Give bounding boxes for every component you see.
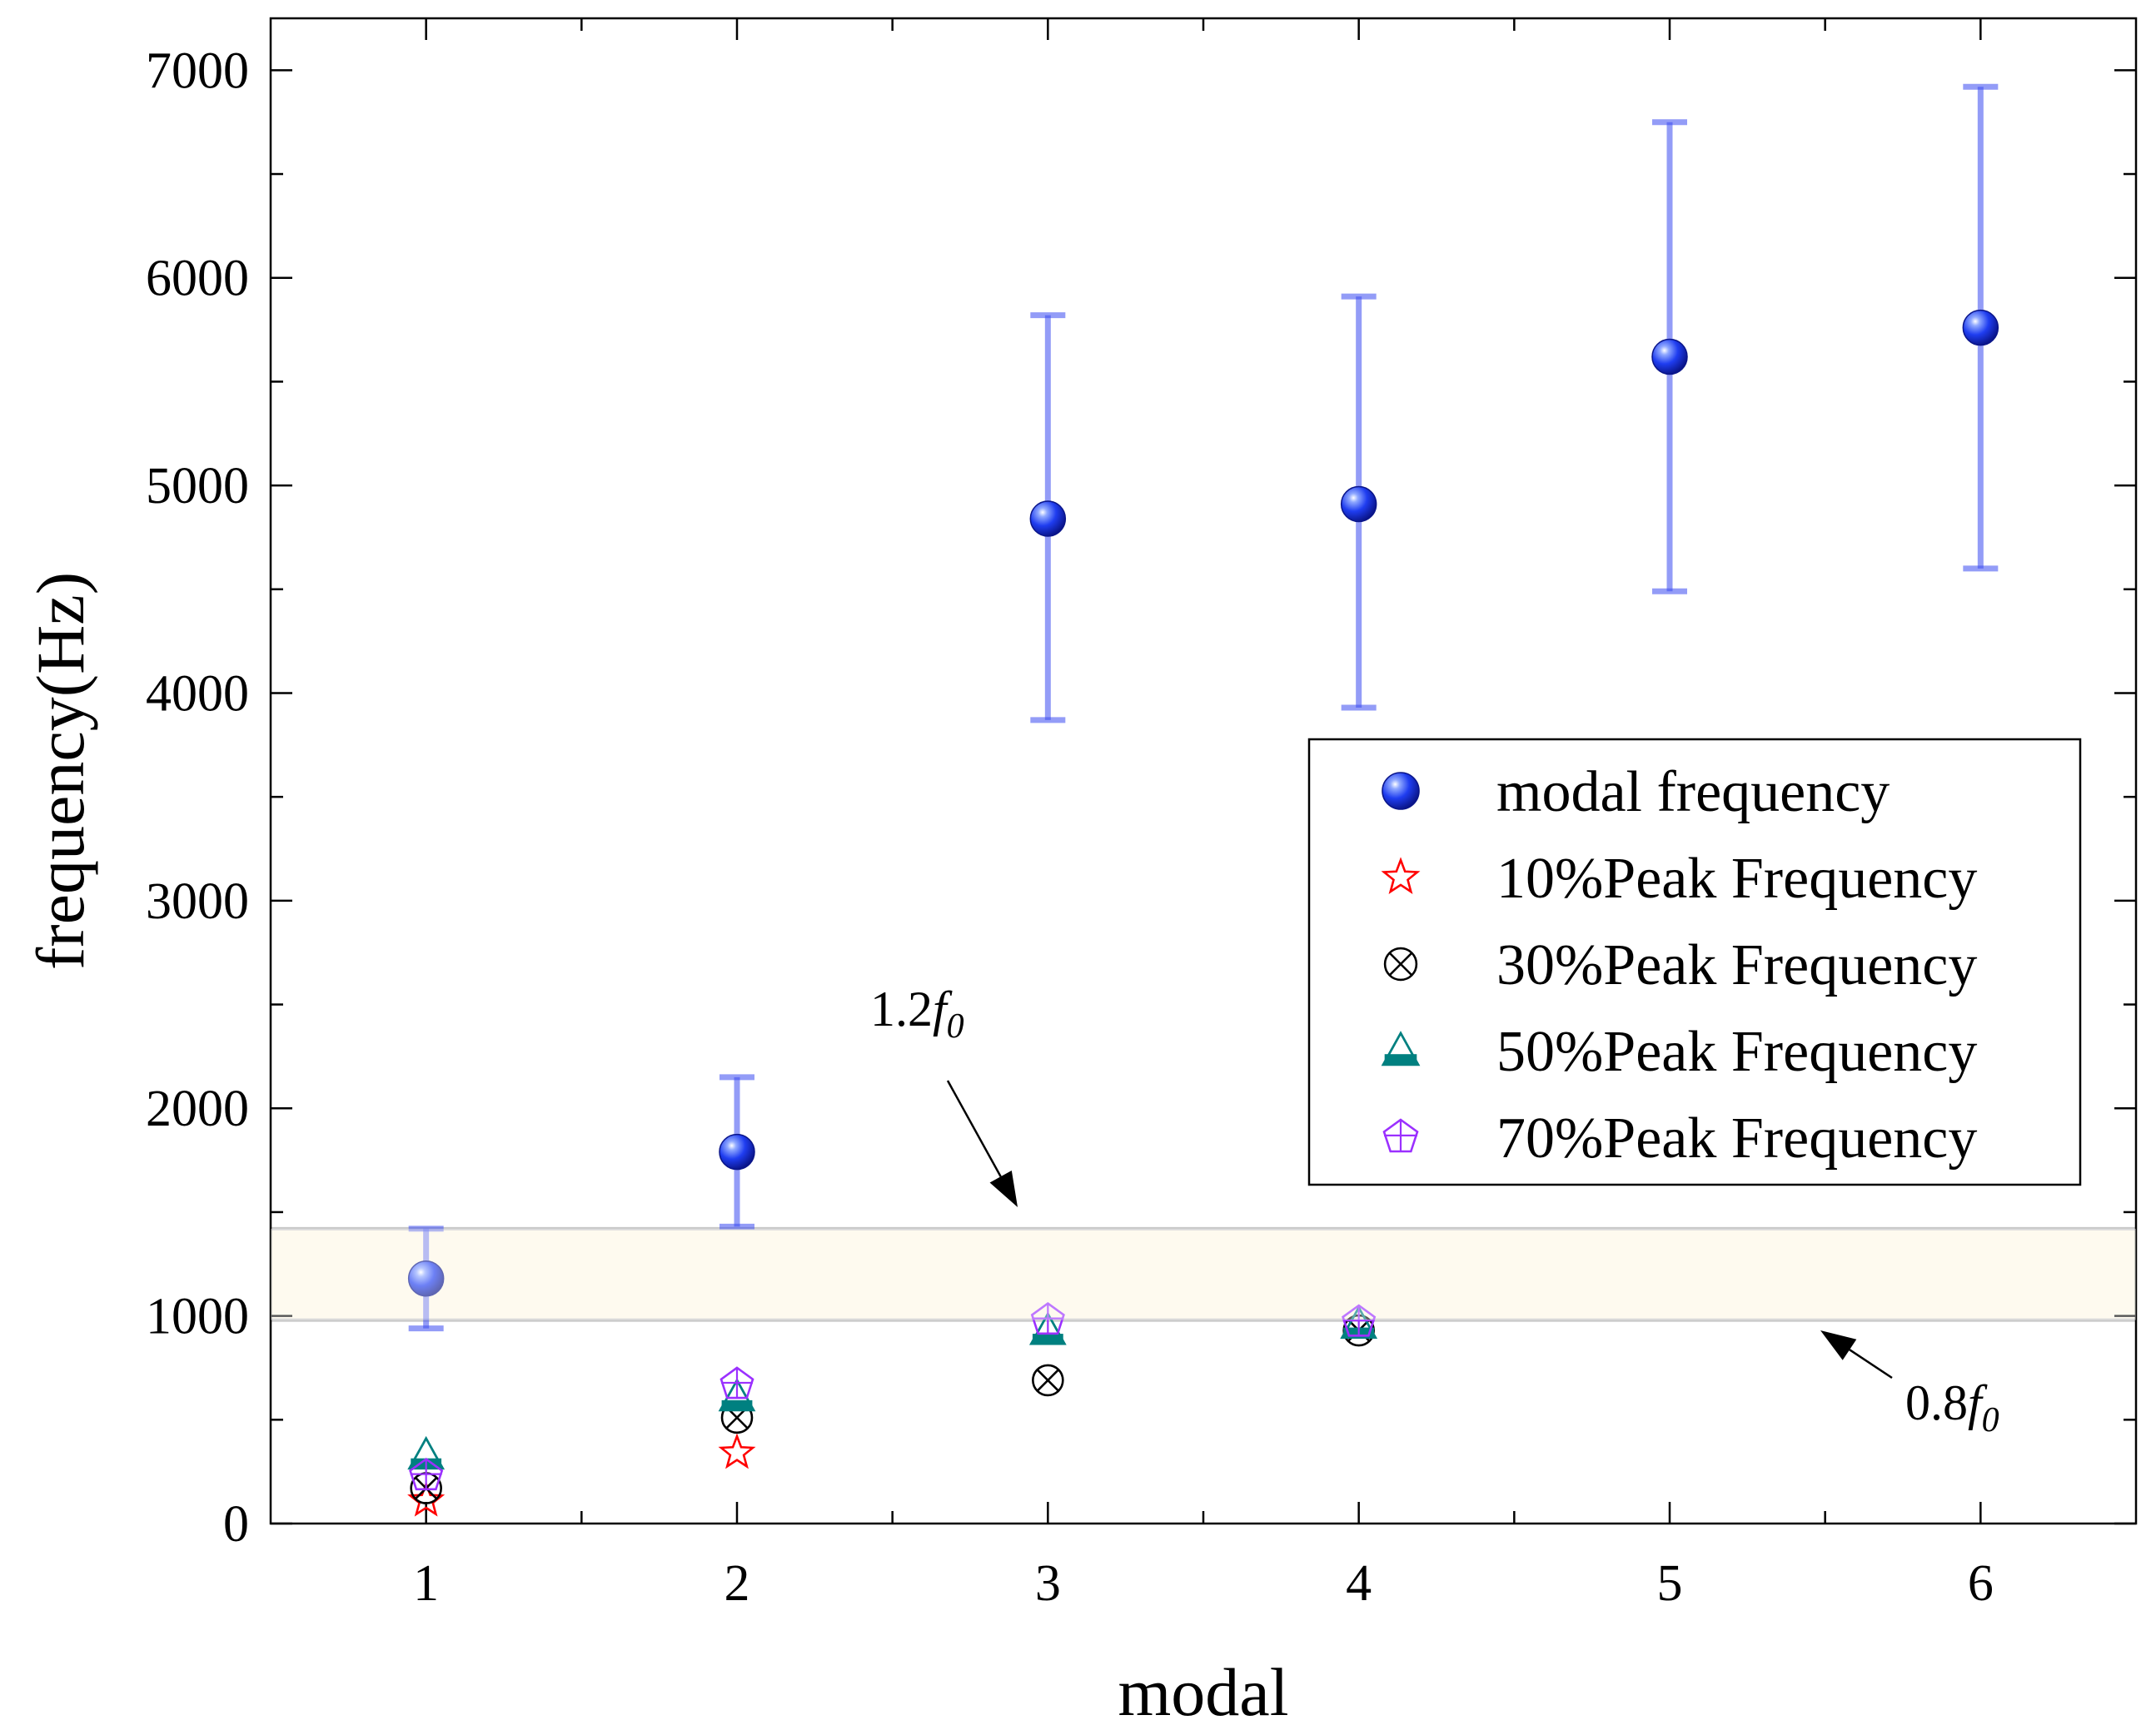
annotation-upper-arrow-shaft xyxy=(946,1080,1002,1177)
legend-marker-triangle xyxy=(1381,1031,1421,1066)
data-point-pentagon-cross-outline xyxy=(409,1457,444,1491)
y-tick-label: 2000 xyxy=(146,1081,249,1137)
annotation-upper-arrow-head xyxy=(989,1170,1018,1207)
data-point-star xyxy=(407,1480,446,1517)
series-1 xyxy=(407,1433,756,1517)
data-point-pentagon-cross-outline xyxy=(1030,1301,1065,1335)
y-tick-label: 0 xyxy=(223,1496,249,1553)
data-point-circle-x-ring xyxy=(1032,1364,1064,1397)
y-tick-label: 1000 xyxy=(146,1289,249,1345)
data-point-sphere xyxy=(1962,309,1999,346)
legend-label: modal frequency xyxy=(1496,760,1890,824)
legend-marker-circle-x-ring xyxy=(1383,947,1418,982)
annotation-lower-arrow xyxy=(1820,1330,1893,1380)
series-2 xyxy=(410,1314,1375,1504)
band-layer xyxy=(271,1226,2136,1322)
legend-marker-pentagon-cross xyxy=(1382,1118,1419,1153)
data-point-sphere xyxy=(407,1260,445,1297)
y-tick-label: 4000 xyxy=(146,665,249,722)
annotation-upper: 1.2f0 xyxy=(870,982,964,1046)
data-point-pentagon-cross xyxy=(719,1366,754,1399)
legend-marker-triangle-outline xyxy=(1381,1031,1421,1066)
annotation-lower: 0.8f0 xyxy=(1905,1375,1999,1439)
legend-label: 70%Peak Frequency xyxy=(1496,1106,1977,1171)
data-point-pentagon-cross xyxy=(409,1457,444,1491)
annotation-lower-main: 0.8 xyxy=(1905,1375,1968,1430)
legend-marker-circle-x-cross-b xyxy=(1388,952,1413,977)
y-tick-label: 7000 xyxy=(146,42,249,99)
series-3 xyxy=(407,1305,1378,1470)
series-4 xyxy=(409,1301,1377,1491)
legend-label: 30%Peak Frequency xyxy=(1496,933,1977,997)
series-0 xyxy=(407,83,1999,1332)
legend-marker-sphere xyxy=(1382,772,1420,810)
annotation-lower-sub: 0 xyxy=(1982,1401,1999,1439)
data-point-circle-x xyxy=(1032,1364,1064,1397)
data-point-sphere xyxy=(719,1133,755,1171)
x-tick-label: 6 xyxy=(1968,1555,1994,1612)
legend-label: 50%Peak Frequency xyxy=(1496,1020,1977,1084)
data-point-triangle-fill xyxy=(721,1399,753,1410)
x-tick-label: 3 xyxy=(1035,1555,1061,1612)
data-point-circle-x-cross-b xyxy=(1036,1369,1059,1392)
legend: modal frequency 10%Peak Frequency 30%Peak … xyxy=(1307,738,2082,1186)
annotation-upper-sub: 0 xyxy=(947,1007,964,1046)
axes-layer: 0 1000 2000 3000 4000 5000 6000 7000 1 2 3 4 5 6 modal… xyxy=(22,17,2138,1730)
data-layer xyxy=(271,83,2136,1517)
x-axis-title: modal xyxy=(1118,1654,1289,1730)
data-point-sphere xyxy=(1029,500,1067,537)
legend-marker-pentagon-cross-outline xyxy=(1382,1118,1419,1153)
data-point-star xyxy=(718,1433,756,1469)
data-point-pentagon-cross xyxy=(1342,1304,1377,1337)
band-fill xyxy=(271,1228,2136,1320)
y-tick-label: 3000 xyxy=(146,873,249,930)
y-axis-title: frequency(Hz) xyxy=(22,572,98,970)
legend-marker-star xyxy=(1381,857,1421,894)
legend-label: 10%Peak Frequency xyxy=(1496,847,1977,911)
legend-marker-circle-x xyxy=(1383,947,1418,982)
band-overlay xyxy=(271,1228,2136,1320)
data-point-triangle-fill xyxy=(1032,1334,1063,1345)
annotation-upper-main: 1.2 xyxy=(870,982,933,1037)
data-point-pentagon-cross xyxy=(1030,1301,1065,1335)
y-tick-label: 5000 xyxy=(146,458,249,515)
x-tick-label: 5 xyxy=(1657,1555,1683,1612)
data-point-triangle xyxy=(1028,1311,1067,1345)
data-point-pentagon-cross-outline xyxy=(719,1366,754,1399)
annotations-layer: 1.2f0 0.8f0 xyxy=(870,982,1999,1439)
legend-marker-triangle-fill xyxy=(1384,1054,1417,1065)
data-point-sphere xyxy=(1340,485,1377,523)
x-tick-label: 4 xyxy=(1346,1555,1372,1612)
data-point-pentagon-cross-outline xyxy=(1342,1304,1377,1337)
annotation-lower-arrow-head xyxy=(1820,1330,1857,1360)
legend-box xyxy=(1307,738,2082,1186)
y-tick-label: 6000 xyxy=(146,251,249,307)
data-point-sphere xyxy=(1651,338,1688,375)
x-tick-label: 2 xyxy=(724,1555,750,1612)
annotation-upper-arrow xyxy=(946,1080,1018,1207)
x-tick-label: 1 xyxy=(413,1555,439,1612)
annotation-lower-arrow-shaft xyxy=(1849,1349,1893,1380)
data-point-triangle xyxy=(718,1377,756,1412)
